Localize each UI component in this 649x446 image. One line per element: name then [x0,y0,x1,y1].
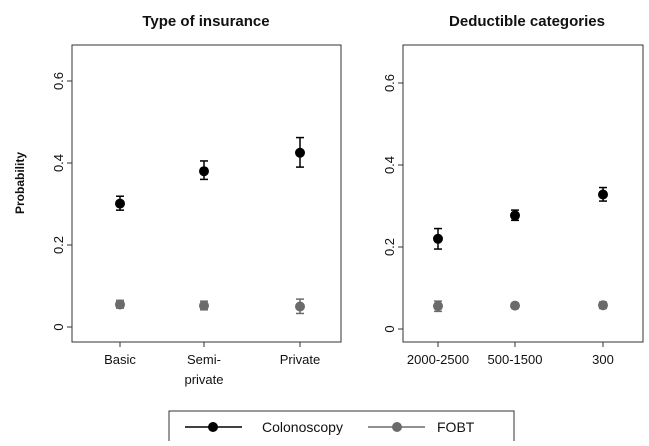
legend-fobt-marker [392,422,402,432]
panel1-colonoscopy-point [295,147,305,158]
panel1-x-ticks: Basic Semi-private Private [104,342,320,387]
panel1-title: Type of insurance [142,13,269,30]
panel1-ytick-label: 0.2 [51,236,66,254]
legend-colonoscopy-marker [208,422,218,432]
panel2-ytick-label: 0.6 [382,74,397,92]
panel1-ytick-label: 0 [51,323,66,330]
panel2-marks [433,186,608,313]
panel2-ytick-label: 0.4 [382,156,397,174]
panel1-colonoscopy-point [199,166,209,177]
panel2-fobt-point [433,301,443,312]
legend-fobt-label: FOBT [437,419,475,435]
panel1-ytick-label: 0.6 [51,72,66,90]
panel-type-of-insurance: Type of insurance Probability 0 0.2 0.4 0.6… [13,13,342,387]
panel2-xtick-label: 500-1500 [488,352,543,367]
panel2-ytick-label: 0.2 [382,238,397,256]
legend-box [168,410,515,446]
panel1-y-ticks: 0 0.2 0.4 0.6 [51,72,72,331]
panel1-fobt-point [295,301,305,312]
panel2-colonoscopy-point [433,233,443,244]
legend: Colonoscopy FOBT [168,410,515,446]
panel2-title: Deductible categories [449,13,605,30]
legend-colonoscopy-label: Colonoscopy [262,419,343,435]
panel1-fobt-point [115,299,125,310]
panel2-fobt-point [598,300,608,311]
panel1-ytick-label: 0.4 [51,154,66,172]
panel1-xtick-label: Semi- [187,352,221,367]
panel2-colonoscopy-point [598,189,608,200]
panel2-fobt-point [510,300,520,311]
panel2-xtick-label: 2000-2500 [407,352,469,367]
panel2-x-ticks: 2000-2500 500-1500 300 [407,342,614,367]
panel2-y-ticks: 0 0.2 0.4 0.6 [382,74,403,333]
y-axis-label: Probability [13,152,27,214]
panel1-colonoscopy-point [115,198,125,209]
panel2-ytick-label: 0 [382,325,397,332]
panel1-xtick-label-line2: private [184,372,223,387]
panel2-xtick-label: 300 [592,352,614,367]
panel1-frame [71,44,342,343]
panel2-colonoscopy-point [510,210,520,221]
panel1-marks [115,136,305,315]
panel-deductible-categories: Deductible categories 0 0.2 0.4 0.6 2000-25… [382,13,644,367]
panel1-xtick-label: Private [280,352,320,367]
panel1-fobt-point [199,300,209,311]
panel2-frame [402,44,644,343]
panel1-xtick-label: Basic [104,352,136,367]
